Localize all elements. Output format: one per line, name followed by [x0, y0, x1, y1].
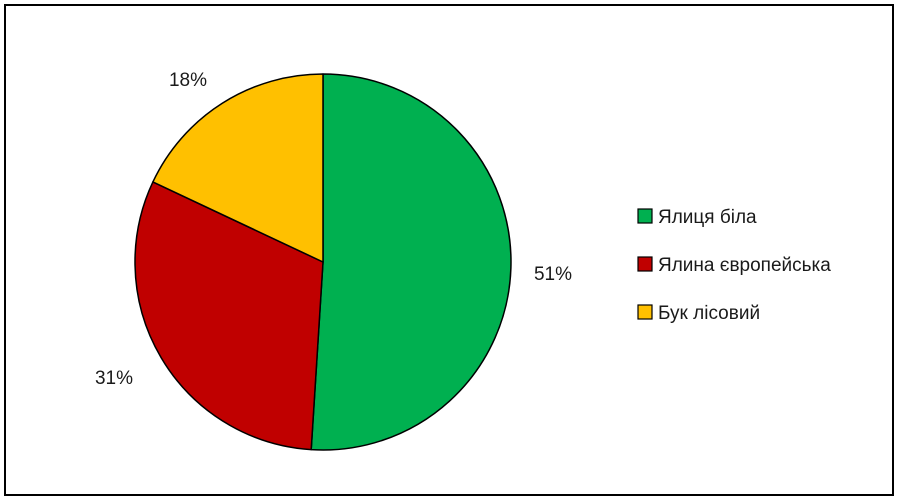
legend: Ялиця біла Ялина європейська Бук лісовий [637, 207, 831, 324]
data-labels: 51% 31% 18% [95, 70, 572, 389]
pie-slice-1 [310, 73, 512, 451]
pie-slice-2 [134, 181, 324, 451]
data-label-3: 18% [169, 70, 207, 91]
data-label-1: 51% [534, 264, 572, 285]
legend-label-1: Ялиця біла [658, 207, 757, 228]
data-label-2: 31% [95, 368, 133, 389]
pie-slices [134, 73, 512, 451]
legend-swatch-1 [637, 208, 653, 224]
pie-slice-3 [152, 73, 324, 263]
legend-swatch-3 [637, 304, 653, 320]
legend-label-2: Ялина європейська [658, 255, 831, 276]
legend-swatch-2 [637, 256, 653, 272]
legend-label-3: Бук лісовий [658, 303, 760, 324]
